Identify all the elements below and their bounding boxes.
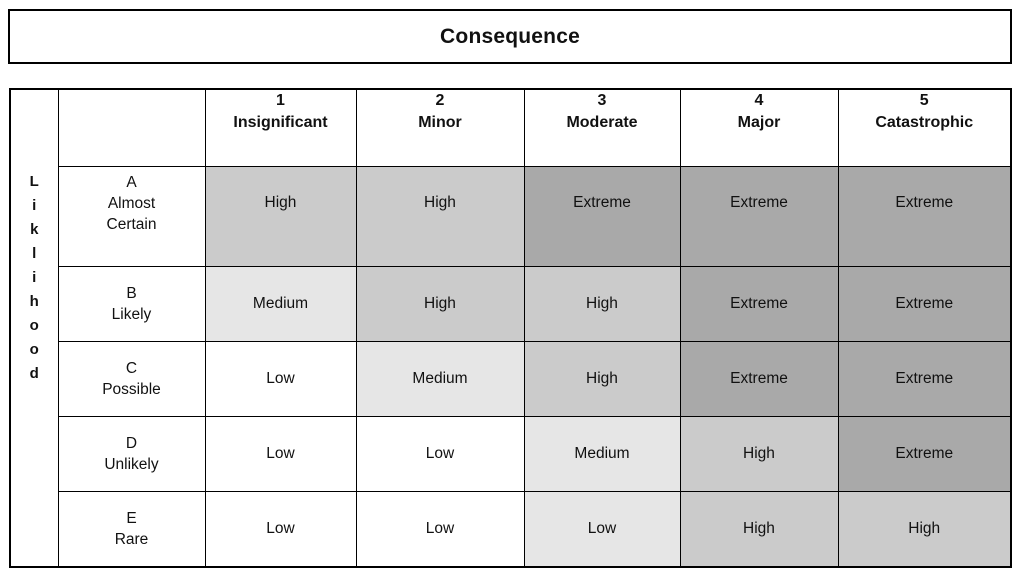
column-label: Major — [737, 114, 781, 131]
row-label-line: Rare — [114, 530, 149, 548]
row-code: D — [125, 434, 138, 452]
column-number: 5 — [919, 92, 929, 109]
risk-cell-b3: High — [523, 265, 681, 342]
consequence-title: Consequence — [440, 24, 580, 48]
risk-cell-e4: High — [679, 490, 839, 568]
header-row: L i k l i h o o d 1 Insignificant 2 Mino… — [9, 88, 1012, 568]
row-label-rare: E Rare — [57, 490, 206, 568]
consequence-title-box: Consequence — [8, 9, 1012, 64]
risk-cell-b5: Extreme — [837, 265, 1012, 342]
likelihood-letter: l — [32, 245, 37, 262]
row-code: B — [126, 284, 137, 302]
column-header-major: 4 Major — [679, 88, 839, 167]
risk-cell-b2: High — [355, 265, 525, 342]
column-header-insignificant: 1 Insignificant — [204, 88, 357, 167]
risk-matrix-table: L i k l i h o o d 1 Insignificant 2 Mino… — [9, 88, 1012, 568]
row-label-line: Almost — [107, 194, 156, 212]
risk-cell-e5: High — [837, 490, 1012, 568]
likelihood-letter: d — [29, 365, 39, 382]
risk-cell-d1: Low — [204, 415, 357, 492]
likelihood-letter: L — [29, 173, 39, 190]
likelihood-letter: k — [30, 221, 39, 238]
corner-cell — [57, 88, 206, 167]
risk-cell-a5: Extreme — [837, 165, 1012, 267]
risk-cell-c4: Extreme — [679, 340, 839, 417]
risk-cell-e1: Low — [204, 490, 357, 568]
likelihood-letter: h — [29, 293, 39, 310]
likelihood-letter: i — [32, 197, 37, 214]
risk-cell-b1: Medium — [204, 265, 357, 342]
column-header-moderate: 3 Moderate — [523, 88, 681, 167]
row-label-possible: C Possible — [57, 340, 206, 417]
row-code: A — [126, 173, 137, 191]
row-label-line: Likely — [111, 305, 152, 323]
column-header-minor: 2 Minor — [355, 88, 525, 167]
column-number: 2 — [435, 92, 445, 109]
likelihood-letter: o — [29, 341, 39, 358]
risk-cell-e2: Low — [355, 490, 525, 568]
row-label-line: Possible — [102, 380, 161, 398]
risk-cell-d3: Medium — [523, 415, 681, 492]
risk-cell-a3: Extreme — [523, 165, 681, 267]
column-number: 3 — [597, 92, 607, 109]
table-row-almost-certain: A Almost Certain High High Extreme Extre… — [10, 165, 1012, 267]
table-row-possible: C Possible Low Medium High Extreme Extre… — [10, 340, 1012, 417]
likelihood-letters: L i k l i h o o d — [11, 90, 57, 386]
row-label-almost-certain: A Almost Certain — [57, 165, 206, 267]
column-number: 4 — [754, 92, 764, 109]
column-label: Catastrophic — [875, 114, 974, 131]
table-row-rare: E Rare Low Low Low High High — [10, 490, 1012, 568]
column-number: 1 — [276, 92, 285, 109]
column-label: Minor — [418, 114, 462, 131]
column-header-catastrophic: 5 Catastrophic — [837, 88, 1012, 167]
row-code: E — [126, 509, 137, 527]
column-label: Moderate — [566, 114, 638, 131]
row-label-unlikely: D Unlikely — [57, 415, 206, 492]
likelihood-letter: i — [32, 269, 37, 286]
risk-cell-d5: Extreme — [837, 415, 1012, 492]
likelihood-axis-label: L i k l i h o o d — [9, 88, 59, 568]
column-label: Insignificant — [233, 114, 328, 131]
row-code: C — [125, 359, 138, 377]
risk-cell-c3: High — [523, 340, 681, 417]
risk-cell-a4: Extreme — [679, 165, 839, 267]
risk-cell-c1: Low — [204, 340, 357, 417]
risk-cell-c5: Extreme — [837, 340, 1012, 417]
risk-cell-e3: Low — [523, 490, 681, 568]
row-label-line: Unlikely — [104, 455, 159, 473]
risk-cell-d4: High — [679, 415, 839, 492]
table-row-likely: B Likely Medium High High Extreme Extrem… — [10, 265, 1012, 342]
table-row-unlikely: D Unlikely Low Low Medium High Extreme — [10, 415, 1012, 492]
row-label-likely: B Likely — [57, 265, 206, 342]
risk-cell-a2: High — [355, 165, 525, 267]
risk-cell-a1: High — [204, 165, 357, 267]
risk-cell-d2: Low — [355, 415, 525, 492]
row-label-line: Certain — [106, 215, 157, 233]
risk-cell-c2: Medium — [355, 340, 525, 417]
risk-cell-b4: Extreme — [679, 265, 839, 342]
likelihood-letter: o — [29, 317, 39, 334]
